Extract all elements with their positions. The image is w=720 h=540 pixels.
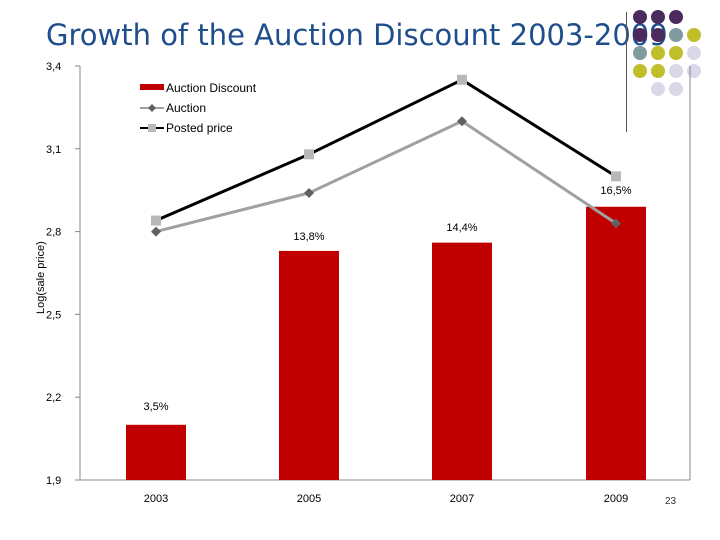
decor-dot	[651, 64, 665, 78]
auction-line	[155, 119, 617, 234]
decor-dot	[633, 46, 647, 60]
line-series	[151, 74, 621, 237]
legend-label: Auction	[166, 101, 206, 115]
decor-dot	[669, 10, 683, 24]
bar-auction-discount	[432, 242, 492, 480]
slide-title: Growth of the Auction Discount 2003-2009	[46, 18, 668, 52]
bar-data-label: 14,4%	[446, 222, 477, 234]
decor-dot	[633, 28, 647, 42]
legend-marker-posted-price	[148, 124, 156, 132]
x-tick-label: 2005	[297, 493, 321, 505]
x-tick-label: 2007	[450, 493, 474, 505]
bar-auction-discount	[586, 206, 646, 480]
bar-series: 3,5% 13,8% 14,4% 16,5%	[126, 185, 646, 480]
posted-price-marker	[304, 149, 314, 160]
posted-price-line	[155, 78, 617, 222]
bar-data-label: 3,5%	[143, 401, 168, 413]
y-tick-label: 3,4	[46, 61, 61, 73]
decor-dot	[633, 10, 647, 24]
legend-swatch-auction-discount	[140, 84, 164, 90]
decor-dot	[687, 28, 701, 42]
bar-data-label: 13,8%	[293, 231, 324, 243]
posted-price-marker	[457, 74, 467, 85]
decor-divider	[626, 12, 627, 132]
bar-auction-discount	[126, 424, 186, 480]
y-tick-label: 2,8	[46, 227, 61, 239]
slide-number: 23	[665, 496, 677, 507]
auction-marker	[457, 116, 467, 127]
bar-data-label: 16,5%	[600, 185, 631, 197]
legend-label: Posted price	[166, 121, 233, 135]
y-tick-label: 1,9	[46, 475, 61, 487]
auction-marker	[151, 226, 161, 237]
decor-dot	[669, 64, 683, 78]
decor-dot	[669, 82, 683, 96]
chart-legend: Auction Discount Auction Posted price	[140, 81, 257, 135]
y-axis-label: Log(sale price)	[35, 241, 47, 314]
y-tick-label: 2,5	[46, 309, 61, 321]
legend-marker-auction	[148, 104, 156, 112]
x-tick-label: 2003	[144, 493, 168, 505]
x-tick-label: 2009	[604, 493, 628, 505]
decor-dot	[669, 46, 683, 60]
decor-dot	[651, 82, 665, 96]
y-tick-label: 3,1	[46, 144, 61, 156]
posted-price-marker	[611, 171, 621, 182]
decor-dot	[651, 28, 665, 42]
auction-marker	[304, 187, 314, 198]
decor-dot	[651, 46, 665, 60]
posted-price-marker	[151, 215, 161, 226]
y-tick-label: 2,2	[46, 392, 61, 404]
decor-dot	[669, 28, 683, 42]
auction-marker	[611, 218, 621, 229]
decor-dot	[633, 64, 647, 78]
legend-label: Auction Discount	[166, 81, 257, 95]
bar-auction-discount	[279, 250, 339, 480]
decor-dot	[687, 46, 701, 60]
decor-dot	[651, 10, 665, 24]
